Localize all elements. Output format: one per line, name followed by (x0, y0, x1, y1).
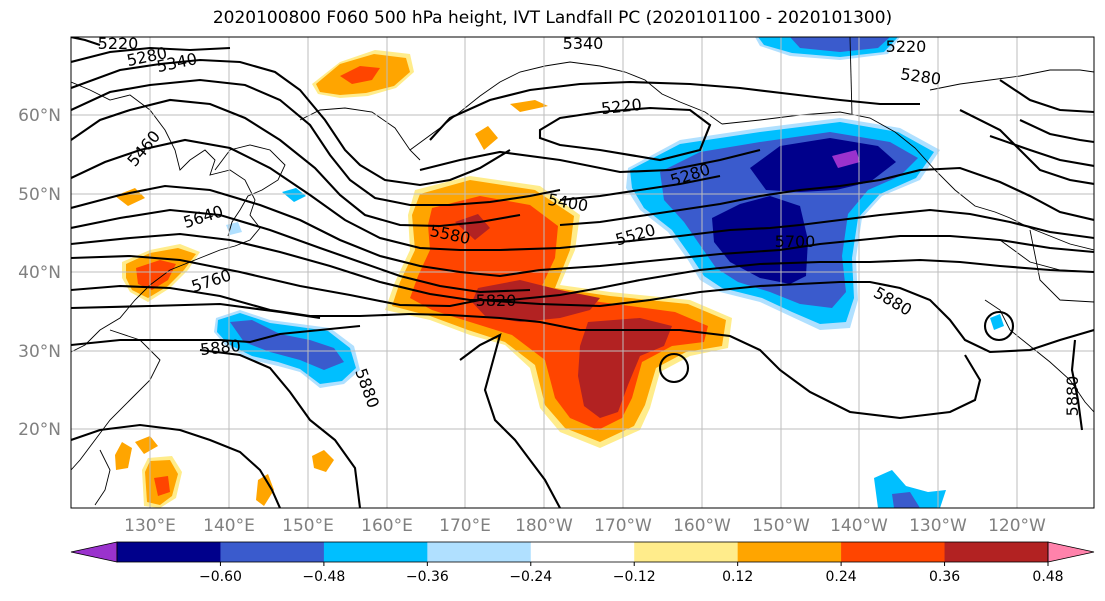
lon-label: 120°W (988, 516, 1046, 536)
contour-label: 5220 (886, 37, 927, 56)
height-contours (71, 37, 1094, 508)
coastlines (71, 37, 1094, 506)
map-title: 2020100800 F060 500 hPa height, IVT Land… (212, 8, 893, 28)
contour-label: 5220 (98, 34, 139, 53)
contour-label: 5880 (1063, 376, 1082, 417)
colorbar-segment (323, 542, 428, 562)
lon-label: 140°W (830, 516, 888, 536)
lon-label: 170°W (594, 516, 652, 536)
colorbar-tick-label: −0.12 (613, 569, 656, 585)
lat-label-60n: 60°N (18, 106, 61, 126)
map-frame (70, 36, 1095, 509)
positive-anomaly-central-pacific (385, 176, 732, 448)
colorbar: −0.60 −0.48 −0.36 −0.24 −0.12 0.12 0.24 0.36 0.4… (70, 541, 1095, 585)
colorbar-tick-label: −0.48 (302, 569, 345, 585)
colorbar-tick-label: −0.60 (199, 569, 242, 585)
colorbar-segment (220, 542, 325, 562)
colorbar-ticks: −0.60 −0.48 −0.36 −0.24 −0.12 0.12 0.24 0.36 0.4… (199, 562, 1064, 585)
colorbar-tick-label: 0.24 (826, 569, 857, 585)
contour-label: 5820 (476, 291, 517, 310)
positive-anomaly-south-islands (115, 436, 334, 508)
colorbar-segment (737, 542, 842, 562)
lon-label: 130°E (124, 516, 176, 536)
lon-label: 130°W (909, 516, 967, 536)
colorbar-tick-label: 0.12 (722, 569, 753, 585)
lon-label: 150°E (282, 516, 334, 536)
lon-label: 180°W (515, 516, 573, 536)
lon-label: 150°W (752, 516, 810, 536)
lon-label: 140°E (203, 516, 255, 536)
colorbar-segment (944, 542, 1049, 562)
lon-label: 160°W (673, 516, 731, 536)
colorbar-segments (70, 541, 1095, 563)
contour-label: 5700 (775, 232, 816, 251)
lon-label: 170°E (439, 516, 491, 536)
colorbar-tick-label: −0.24 (509, 569, 552, 585)
contour-label: 5340 (563, 34, 604, 53)
colorbar-frame (116, 541, 1049, 563)
colorbar-segment (634, 542, 739, 562)
lon-label: 160°E (361, 516, 413, 536)
colorbar-segment (427, 542, 532, 562)
contour-label: 5220 (600, 95, 642, 118)
lat-label-50n: 50°N (18, 185, 61, 205)
colorbar-segment (530, 542, 635, 562)
colorbar-segment (117, 542, 221, 562)
negative-anomaly-gulf-of-alaska (626, 37, 1004, 508)
colorbar-segment (841, 542, 946, 562)
longitude-labels: 130°E 140°E 150°E 160°E 170°E 180°W 170°… (124, 516, 1046, 536)
colorbar-tick-label: 0.36 (929, 569, 960, 585)
contour-label: 5880 (199, 336, 241, 359)
colorbar-tick-label: 0.48 (1032, 569, 1063, 585)
lat-label-20n: 20°N (18, 420, 61, 440)
latitude-labels: 60°N 50°N 40°N 30°N 20°N (18, 106, 61, 440)
lat-label-40n: 40°N (18, 263, 61, 283)
colorbar-extend-low (70, 541, 118, 563)
colorbar-tick-label: −0.36 (406, 569, 449, 585)
colorbar-extend-high (1047, 541, 1095, 563)
lat-label-30n: 30°N (18, 342, 61, 362)
contour-labels: 5220 5280 5340 5340 5220 5280 5460 5220 … (98, 34, 1082, 417)
map-panel: 5220 5280 5340 5340 5220 5280 5460 5220 … (71, 34, 1094, 508)
